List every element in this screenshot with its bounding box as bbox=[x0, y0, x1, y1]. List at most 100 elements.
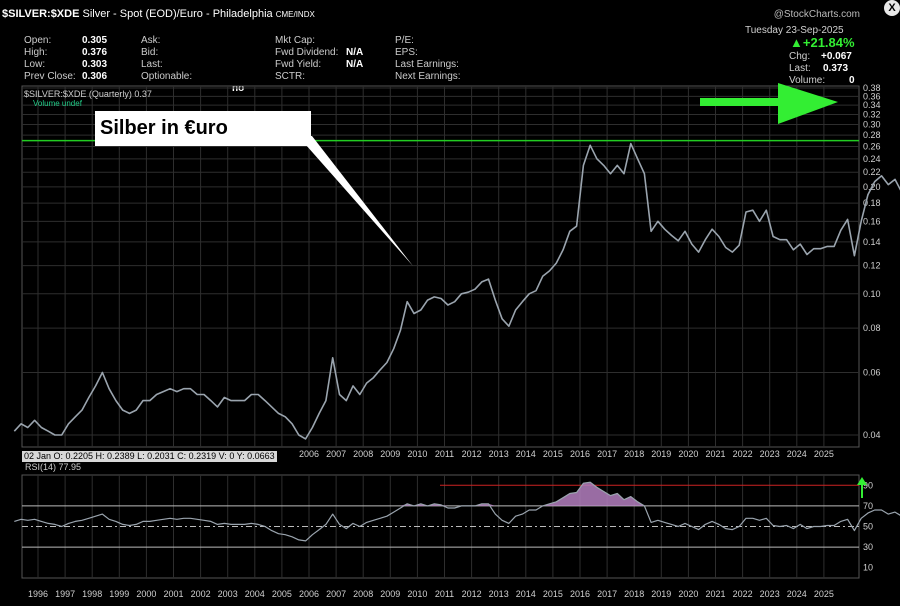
bid-label: Bid: bbox=[141, 47, 159, 58]
price-panel bbox=[21, 85, 860, 448]
quote-date: Tuesday 23-Sep-2025 bbox=[745, 25, 844, 36]
price-x-tick-label: 2006 bbox=[299, 449, 319, 459]
price-y-tick-label: 0.34 bbox=[863, 100, 881, 110]
volume-legend: Volume undef bbox=[33, 99, 82, 108]
price-x-tick-label: 2023 bbox=[760, 449, 780, 459]
rsi-x-tick-label: 1997 bbox=[55, 589, 75, 599]
rsi-x-tick-label: 2018 bbox=[624, 589, 644, 599]
instrument-description: Silver - Spot (EOD)/Euro - Philadelphia bbox=[82, 8, 273, 20]
rsi-up-arrow-head bbox=[857, 477, 867, 485]
rsi-y-tick-label: 30 bbox=[863, 542, 873, 552]
rsi-x-tick-label: 2005 bbox=[272, 589, 292, 599]
price-x-tick-label: 2016 bbox=[570, 449, 590, 459]
price-x-tick-label: 2020 bbox=[678, 449, 698, 459]
mkt-cap-label: Mkt Cap: bbox=[275, 35, 316, 46]
price-y-tick-label: 0.06 bbox=[863, 367, 881, 377]
fwd-yield-label: Fwd Yield: bbox=[275, 59, 322, 70]
fwd-yield-value: N/A bbox=[346, 59, 364, 70]
price-y-tick-label: 0.16 bbox=[863, 216, 881, 226]
pe-label: P/E: bbox=[395, 35, 414, 46]
annotation-callout: Silber in €uro bbox=[95, 111, 311, 146]
main-legend: $SILVER:$XDE (Quarterly) 0.37 bbox=[24, 89, 152, 99]
rsi-x-tick-label: 2001 bbox=[163, 589, 183, 599]
price-y-tick-label: 0.10 bbox=[863, 289, 881, 299]
price-y-tick-label: 0.22 bbox=[863, 167, 881, 177]
rsi-x-tick-label: 2020 bbox=[678, 589, 698, 599]
volume-label: Volume: bbox=[789, 75, 826, 86]
price-y-tick-label: 0.04 bbox=[863, 430, 881, 440]
last-right-value: 0.373 bbox=[823, 63, 849, 74]
price-x-tick-label: 2021 bbox=[705, 449, 725, 459]
price-x-tick-label: 2015 bbox=[543, 449, 563, 459]
price-x-tick-label: 2024 bbox=[787, 449, 807, 459]
rsi-y-tick-label: 50 bbox=[863, 522, 873, 532]
rsi-x-tick-label: 2025 bbox=[814, 589, 834, 599]
chg-label: Chg: bbox=[789, 51, 811, 62]
rsi-x-tick-label: 2023 bbox=[760, 589, 780, 599]
fwd-dividend-value: N/A bbox=[346, 47, 364, 58]
price-x-tick-label: 2011 bbox=[435, 449, 454, 459]
open-label: Open: bbox=[24, 35, 52, 46]
high-value: 0.376 bbox=[82, 47, 108, 58]
rsi-x-tick-label: 2012 bbox=[462, 589, 482, 599]
price-y-tick-label: 0.30 bbox=[863, 119, 881, 129]
price-series-line bbox=[13, 142, 900, 440]
rsi-x-tick-label: 1999 bbox=[109, 589, 129, 599]
last-earnings-label: Last Earnings: bbox=[395, 59, 459, 70]
price-x-tick-label: 2012 bbox=[462, 449, 482, 459]
rsi-x-tick-label: 2009 bbox=[380, 589, 400, 599]
quote-col-3: Mkt Cap: Fwd Dividend: Fwd Yield: SCTR: bbox=[275, 35, 338, 83]
price-y-tick-label: 0.08 bbox=[863, 323, 881, 333]
stockcharts-watermark: @StockCharts.com bbox=[773, 9, 860, 20]
rsi-panel bbox=[21, 474, 860, 579]
close-button[interactable]: X bbox=[884, 0, 900, 16]
rsi-x-tick-label: 2021 bbox=[705, 589, 725, 599]
rsi-x-tick-label: 2003 bbox=[218, 589, 238, 599]
green-arrow-head bbox=[778, 83, 838, 124]
rsi-x-tick-label: 2000 bbox=[136, 589, 156, 599]
price-y-tick-label: 0.26 bbox=[863, 142, 881, 152]
callout-pointer bbox=[298, 136, 413, 266]
volume-value: 0 bbox=[849, 75, 855, 86]
rsi-x-tick-label: 2006 bbox=[299, 589, 319, 599]
price-y-tick-label: 0.32 bbox=[863, 110, 881, 120]
prev-close-value: 0.306 bbox=[82, 71, 108, 82]
price-x-tick-label: 2018 bbox=[624, 449, 644, 459]
rsi-x-tick-label: 2016 bbox=[570, 589, 590, 599]
price-x-tick-label: 2019 bbox=[651, 449, 671, 459]
rsi-x-tick-label: 2024 bbox=[787, 589, 807, 599]
rsi-x-tick-label: 2014 bbox=[516, 589, 536, 599]
sctr-label: SCTR: bbox=[275, 71, 305, 82]
price-y-tick-label: 0.28 bbox=[863, 130, 881, 140]
rsi-y-tick-label: 10 bbox=[863, 563, 873, 573]
price-x-tick-label: 2017 bbox=[597, 449, 617, 459]
high-label: High: bbox=[24, 47, 48, 58]
rsi-y-tick-label: 70 bbox=[863, 501, 873, 511]
rsi-series-line bbox=[14, 481, 900, 542]
optionable-label: Optionable: bbox=[141, 71, 193, 82]
rsi-x-tick-label: 2015 bbox=[543, 589, 563, 599]
ohlc-readout: 02 Jan O: 0.2205 H: 0.2389 L: 0.2031 C: … bbox=[22, 451, 277, 462]
last-label: Last: bbox=[141, 59, 163, 70]
quote-col-1: Open: High: Low: Prev Close: bbox=[24, 35, 104, 83]
rsi-x-tick-label: 2013 bbox=[489, 589, 509, 599]
last-right-label: Last: bbox=[789, 63, 811, 74]
price-y-tick-label: 0.18 bbox=[863, 198, 881, 208]
fwd-dividend-label: Fwd Dividend: bbox=[275, 47, 339, 58]
low-label: Low: bbox=[24, 59, 46, 70]
ask-label: Ask: bbox=[141, 35, 161, 46]
price-y-tick-label: 0.14 bbox=[863, 237, 881, 247]
price-x-tick-label: 2022 bbox=[733, 449, 753, 459]
rsi-x-tick-label: 2004 bbox=[245, 589, 265, 599]
chart-title: $SILVER:$XDE Silver - Spot (EOD)/Euro - … bbox=[2, 9, 315, 20]
price-y-tick-label: 0.36 bbox=[863, 91, 881, 101]
rsi-x-tick-label: 2019 bbox=[651, 589, 671, 599]
low-value: 0.303 bbox=[82, 59, 108, 70]
quote-col-1-values: 0.305 0.376 0.303 0.306 bbox=[82, 35, 107, 83]
price-x-tick-label: 2013 bbox=[489, 449, 509, 459]
price-x-tick-label: 2014 bbox=[516, 449, 536, 459]
rsi-x-tick-label: 1998 bbox=[82, 589, 102, 599]
price-x-tick-label: 2007 bbox=[326, 449, 346, 459]
